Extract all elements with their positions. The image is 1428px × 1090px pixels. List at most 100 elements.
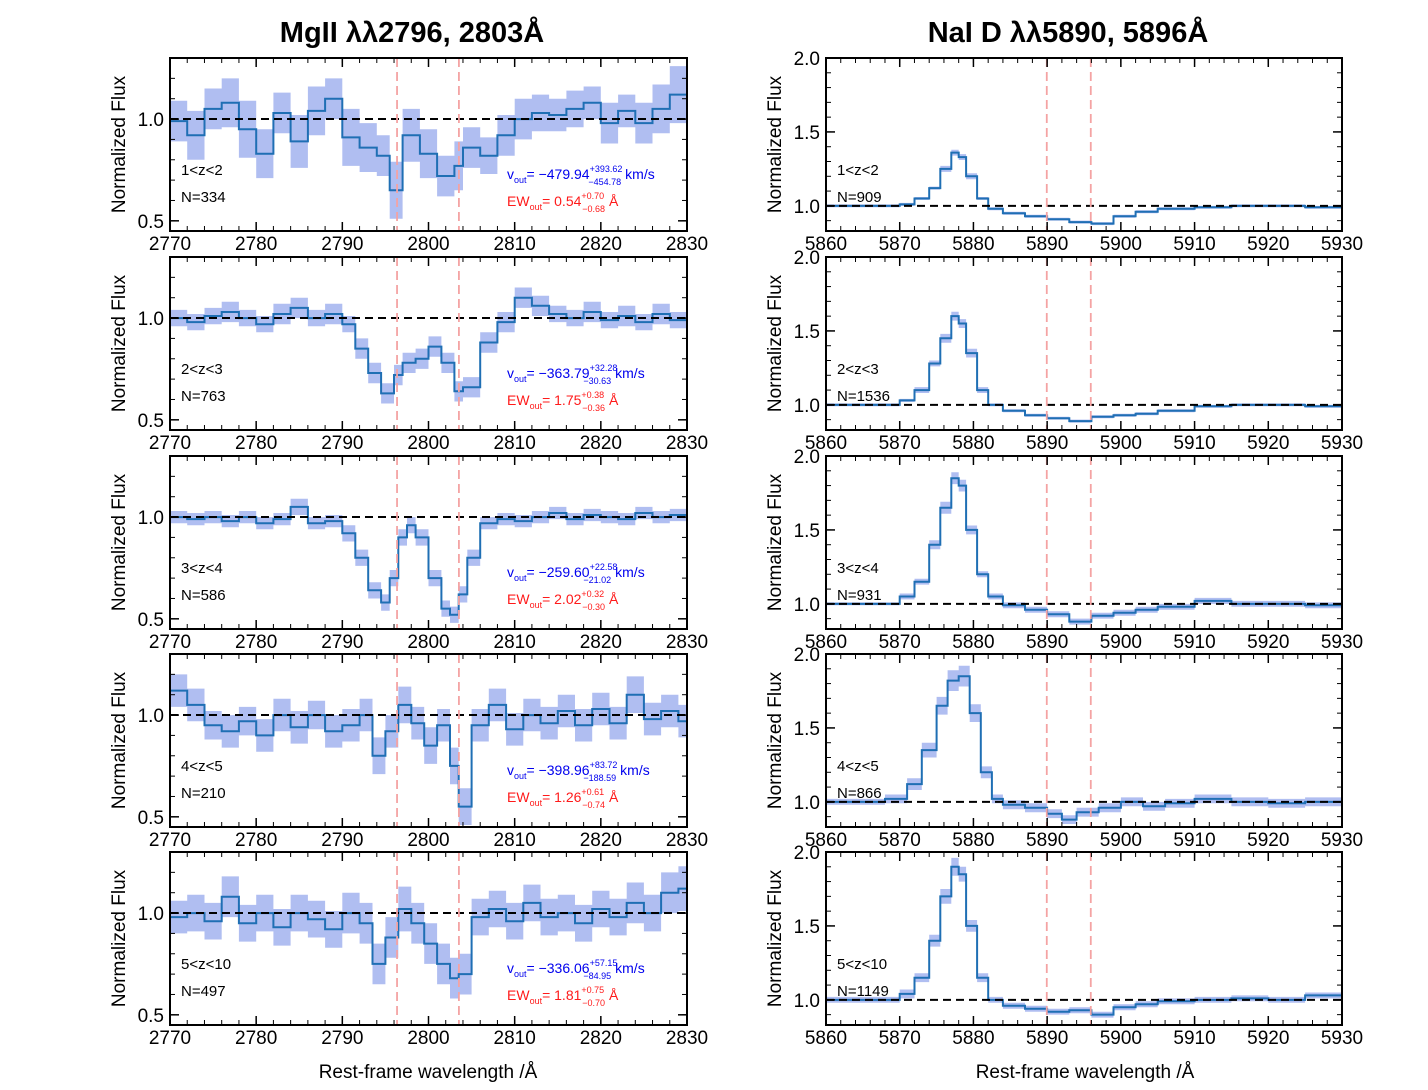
y-tick-label: 1.5	[794, 917, 820, 938]
vout-unit: km/s	[615, 365, 645, 381]
ew-value: = 0.54	[542, 193, 582, 209]
y-tick-label: 1.0	[138, 706, 164, 727]
x-tick-label: 5880	[952, 433, 994, 454]
y-axis-label: Normalized Flux	[109, 473, 130, 611]
ew-prefix: EW	[507, 193, 530, 209]
x-tick-label: 5890	[1026, 234, 1068, 255]
x-tick-label: 2810	[494, 1028, 536, 1049]
y-tick-label: 1.0	[794, 793, 820, 814]
panel-right-3: 5860 5870 5880 5890 5900 5910 5920 5930 1.0 1.5 2.…	[765, 645, 1363, 851]
x-tick-label: 5860	[805, 1028, 847, 1049]
redshift-bin-label: 4<z<5	[837, 758, 879, 775]
vout-value: = −363.79	[527, 365, 590, 381]
vout-plus-error: +32.28	[590, 363, 618, 373]
vout-minus-error: −84.95	[583, 971, 611, 981]
y-tick-label: 1.0	[794, 991, 820, 1012]
flux-step-line	[826, 865, 1342, 1016]
y-axis-label: Normalized Flux	[109, 671, 130, 809]
redshift-bin-label: 2<z<3	[181, 361, 223, 378]
y-tick-label: 1.0	[794, 197, 820, 218]
ew-subscript: out	[530, 996, 543, 1006]
y-tick-label: 2.0	[794, 447, 820, 468]
y-axis-label: Normalized Flux	[765, 473, 786, 611]
x-tick-label: 5900	[1100, 632, 1142, 653]
right-x-axis-label: Rest-frame wavelength /Å	[976, 1062, 1195, 1083]
error-band	[826, 857, 1342, 1018]
ew-value: = 1.75	[542, 392, 582, 408]
x-tick-label: 5930	[1321, 234, 1363, 255]
flux-step-line	[170, 887, 687, 980]
y-tick-label: 0.5	[138, 610, 164, 631]
error-band	[170, 66, 687, 219]
y-tick-label: 1.0	[138, 309, 164, 330]
flux-step-line	[826, 477, 1342, 623]
flux-step-line	[170, 505, 687, 616]
sample-size-label: N=586	[181, 587, 226, 604]
x-tick-label: 5930	[1321, 830, 1363, 851]
x-tick-label: 2800	[407, 433, 449, 454]
x-tick-label: 2780	[235, 1028, 277, 1049]
x-tick-label: 5910	[1173, 830, 1215, 851]
redshift-bin-label: 1<z<2	[837, 162, 879, 179]
vout-prefix: v	[507, 762, 514, 778]
x-tick-label: 2770	[149, 830, 191, 851]
x-tick-label: 2780	[235, 433, 277, 454]
panel-frame	[825, 851, 1343, 1026]
ew-minus-error: −0.36	[582, 403, 605, 413]
x-tick-label: 5860	[805, 433, 847, 454]
panel-left-3: 2770 2780 2790 2800 2810 2820 2830 0.5 1.0 Normal…	[109, 653, 708, 851]
x-tick-label: 2830	[666, 830, 708, 851]
ew-value: = 2.02	[542, 591, 582, 607]
y-axis-label: Normalized Flux	[765, 75, 786, 213]
vout-plus-error: +57.15	[590, 958, 618, 968]
x-tick-label: 2790	[321, 830, 363, 851]
panel-left-0: 2770 2780 2790 2800 2810 2820 2830 0.5 1.0 Normal…	[109, 57, 708, 255]
x-tick-label: 5900	[1100, 1028, 1142, 1049]
outflow-velocity-label: vout= −398.96+83.72 −188.59 km/s	[507, 760, 650, 783]
panel-plot-area	[170, 852, 687, 1025]
x-tick-label: 5870	[879, 234, 921, 255]
vout-value: = −259.60	[527, 564, 590, 580]
x-tick-label: 2800	[407, 1028, 449, 1049]
ew-prefix: EW	[507, 591, 530, 607]
flux-step-line	[826, 315, 1342, 423]
x-tick-label: 5920	[1247, 433, 1289, 454]
outflow-velocity-label: vout= −336.06+57.15 −84.95 km/s	[507, 958, 645, 981]
ew-value: = 1.81	[542, 987, 582, 1003]
panel-right-4: 5860 5870 5880 5890 5900 5910 5920 5930 1.0 1.5 2.…	[765, 843, 1363, 1049]
vout-minus-error: −21.02	[583, 575, 611, 585]
ew-minus-error: −0.30	[582, 602, 605, 612]
x-tick-label: 5870	[879, 632, 921, 653]
vout-plus-error: +83.72	[590, 760, 618, 770]
ew-unit: Å	[609, 193, 619, 209]
ew-minus-error: −0.70	[582, 998, 605, 1008]
panel-plot-area	[170, 257, 687, 430]
error-band	[826, 472, 1342, 625]
vout-unit: km/s	[625, 166, 655, 182]
panel-right-2: 5860 5870 5880 5890 5900 5910 5920 5930 1.0 1.5 2.…	[765, 447, 1363, 653]
x-tick-label: 5870	[879, 433, 921, 454]
vout-prefix: v	[507, 564, 514, 580]
panel-plot-area	[826, 654, 1342, 827]
x-tick-label: 5920	[1247, 1028, 1289, 1049]
vout-subscript: out	[514, 771, 527, 781]
outflow-velocity-label: vout= −363.79+32.28 −30.63 km/s	[507, 363, 645, 386]
vout-value: = −479.94	[527, 166, 590, 182]
panel-right-1: 5860 5870 5880 5890 5900 5910 5920 5930 1.0 1.5 2.…	[765, 248, 1363, 454]
y-axis-label: Normalized Flux	[765, 869, 786, 1007]
sample-size-label: N=1536	[837, 388, 890, 405]
x-tick-label: 2810	[494, 830, 536, 851]
ew-plus-error: +0.38	[581, 390, 604, 400]
vout-prefix: v	[507, 365, 514, 381]
x-tick-label: 5870	[879, 1028, 921, 1049]
error-band	[170, 670, 687, 825]
equivalent-width-label: EWout= 2.02+0.32 −0.30 Å	[507, 589, 619, 612]
x-tick-label: 5900	[1100, 234, 1142, 255]
panels-group: 2770 2780 2790 2800 2810 2820 2830 0.5 1.0 Normal…	[109, 49, 1363, 1049]
x-tick-label: 5930	[1321, 1028, 1363, 1049]
x-tick-label: 5890	[1026, 1028, 1068, 1049]
y-axis-label: Normalized Flux	[765, 671, 786, 809]
ew-prefix: EW	[507, 789, 530, 805]
x-tick-label: 5910	[1173, 632, 1215, 653]
x-tick-label: 5930	[1321, 632, 1363, 653]
